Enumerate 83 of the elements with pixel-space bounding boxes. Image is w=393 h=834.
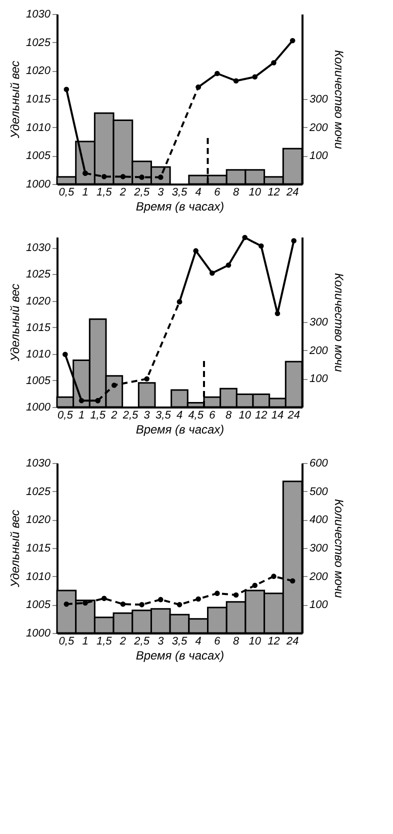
y2-tick-label: 200 (308, 122, 329, 134)
y-tick-label: 1025 (26, 268, 52, 281)
y-tick-label: 1000 (26, 402, 52, 414)
x-tick-label: 12 (268, 636, 280, 648)
x-tick-label: 8 (232, 186, 240, 198)
x-tick-label: 6 (209, 410, 216, 422)
y2-tick-label: 200 (308, 344, 329, 357)
x-tick-label: 2 (118, 636, 126, 648)
x-tick-label: 1,5 (96, 636, 113, 648)
x-tick-label: 3,5 (172, 186, 188, 198)
x-tick-label: 1 (82, 636, 88, 648)
x-tick-label: 3 (158, 636, 165, 648)
y-tick-label: 1015 (26, 322, 52, 334)
y-tick-label: 1030 (26, 8, 52, 20)
x-tick-label: 3 (144, 410, 151, 422)
x-tick-label: 10 (238, 410, 252, 422)
x-tick-label: 14 (271, 410, 284, 422)
x-tick-label: 6 (214, 636, 222, 648)
y2-tick-label: 300 (310, 542, 329, 554)
x-tick-label: 0,5 (58, 186, 75, 198)
y2-tick-label: 300 (310, 316, 329, 328)
y-tick-label: 1010 (26, 570, 52, 583)
x-tick-label: 12 (255, 410, 268, 422)
x-tick-label: 3 (158, 186, 165, 198)
y-tick-label: 1025 (26, 36, 52, 49)
y2-tick-label: 500 (310, 486, 329, 498)
y-tick-label: 1015 (26, 94, 52, 106)
y-axis-title: Удельный вес (8, 510, 22, 588)
y-tick-label: 1015 (26, 542, 52, 554)
y-tick-label: 1030 (26, 242, 52, 254)
y-tick-label: 1020 (26, 65, 52, 78)
y-tick-label: 1005 (26, 150, 52, 162)
x-tick-label: 0,5 (58, 410, 74, 422)
y-tick-label: 1030 (26, 458, 52, 470)
y-tick-label: 1010 (26, 348, 52, 360)
x-tick-label: 2 (110, 410, 118, 422)
x-tick-label: 12 (268, 186, 280, 198)
x-tick-label: 8 (225, 410, 232, 422)
y2-tick-label: 200 (308, 570, 329, 583)
x-tick-label: 8 (232, 636, 240, 648)
x-tick-label: 2,5 (122, 410, 140, 422)
y2-axis-title: Количество мочи (332, 273, 346, 372)
x-tick-label: 4 (176, 410, 183, 422)
x-tick-label: 1 (78, 410, 85, 422)
y2-axis-title: Количество мочи (332, 499, 346, 598)
x-tick-label: 4 (195, 636, 202, 648)
y-tick-label: 1000 (26, 178, 52, 190)
y-tick-label: 1020 (26, 514, 52, 526)
y-tick-label: 1020 (26, 295, 52, 308)
x-tick-label: 6 (214, 186, 222, 198)
y-axis-title: Удельный вес (8, 60, 22, 140)
x-tick-label: 0,5 (58, 636, 75, 648)
x-tick-label: 1 (82, 186, 88, 198)
y2-tick-label: 100 (310, 599, 329, 612)
x-axis-title: Время (в часах) (136, 200, 224, 214)
y2-tick-label: 100 (310, 150, 329, 162)
x-tick-label: 3,5 (156, 410, 172, 422)
y-tick-label: 1010 (26, 122, 52, 134)
y2-tick-label: 300 (310, 94, 329, 106)
x-tick-label: 2 (118, 186, 126, 198)
y2-tick-label: 100 (310, 373, 329, 386)
x-tick-label: 24 (286, 410, 300, 422)
x-tick-label: 4 (195, 186, 202, 198)
y-tick-label: 1005 (26, 599, 52, 612)
x-tick-label: 2,5 (133, 186, 150, 198)
x-tick-label: 1,5 (90, 410, 106, 422)
y-tick-label: 1025 (26, 486, 52, 498)
x-tick-label: 24 (285, 636, 299, 648)
y2-axis-title: Количество мочи (332, 50, 346, 150)
y-axis-title: Удельный вес (8, 284, 22, 362)
x-tick-label: 3,5 (172, 636, 188, 648)
y2-tick-label: 600 (310, 458, 329, 470)
x-tick-label: 1,5 (96, 186, 113, 198)
x-axis-title: Время (в часах) (136, 648, 224, 662)
y-tick-label: 1000 (26, 628, 52, 640)
x-tick-label: 2,5 (133, 636, 150, 648)
x-tick-label: 24 (285, 186, 299, 198)
x-tick-label: 4,5 (188, 410, 204, 422)
x-tick-label: 10 (248, 186, 262, 198)
y2-tick-label: 400 (310, 514, 329, 526)
y-tick-label: 1005 (26, 374, 52, 387)
x-axis-title: Время (в часах) (136, 422, 224, 436)
x-tick-label: 10 (248, 636, 262, 648)
